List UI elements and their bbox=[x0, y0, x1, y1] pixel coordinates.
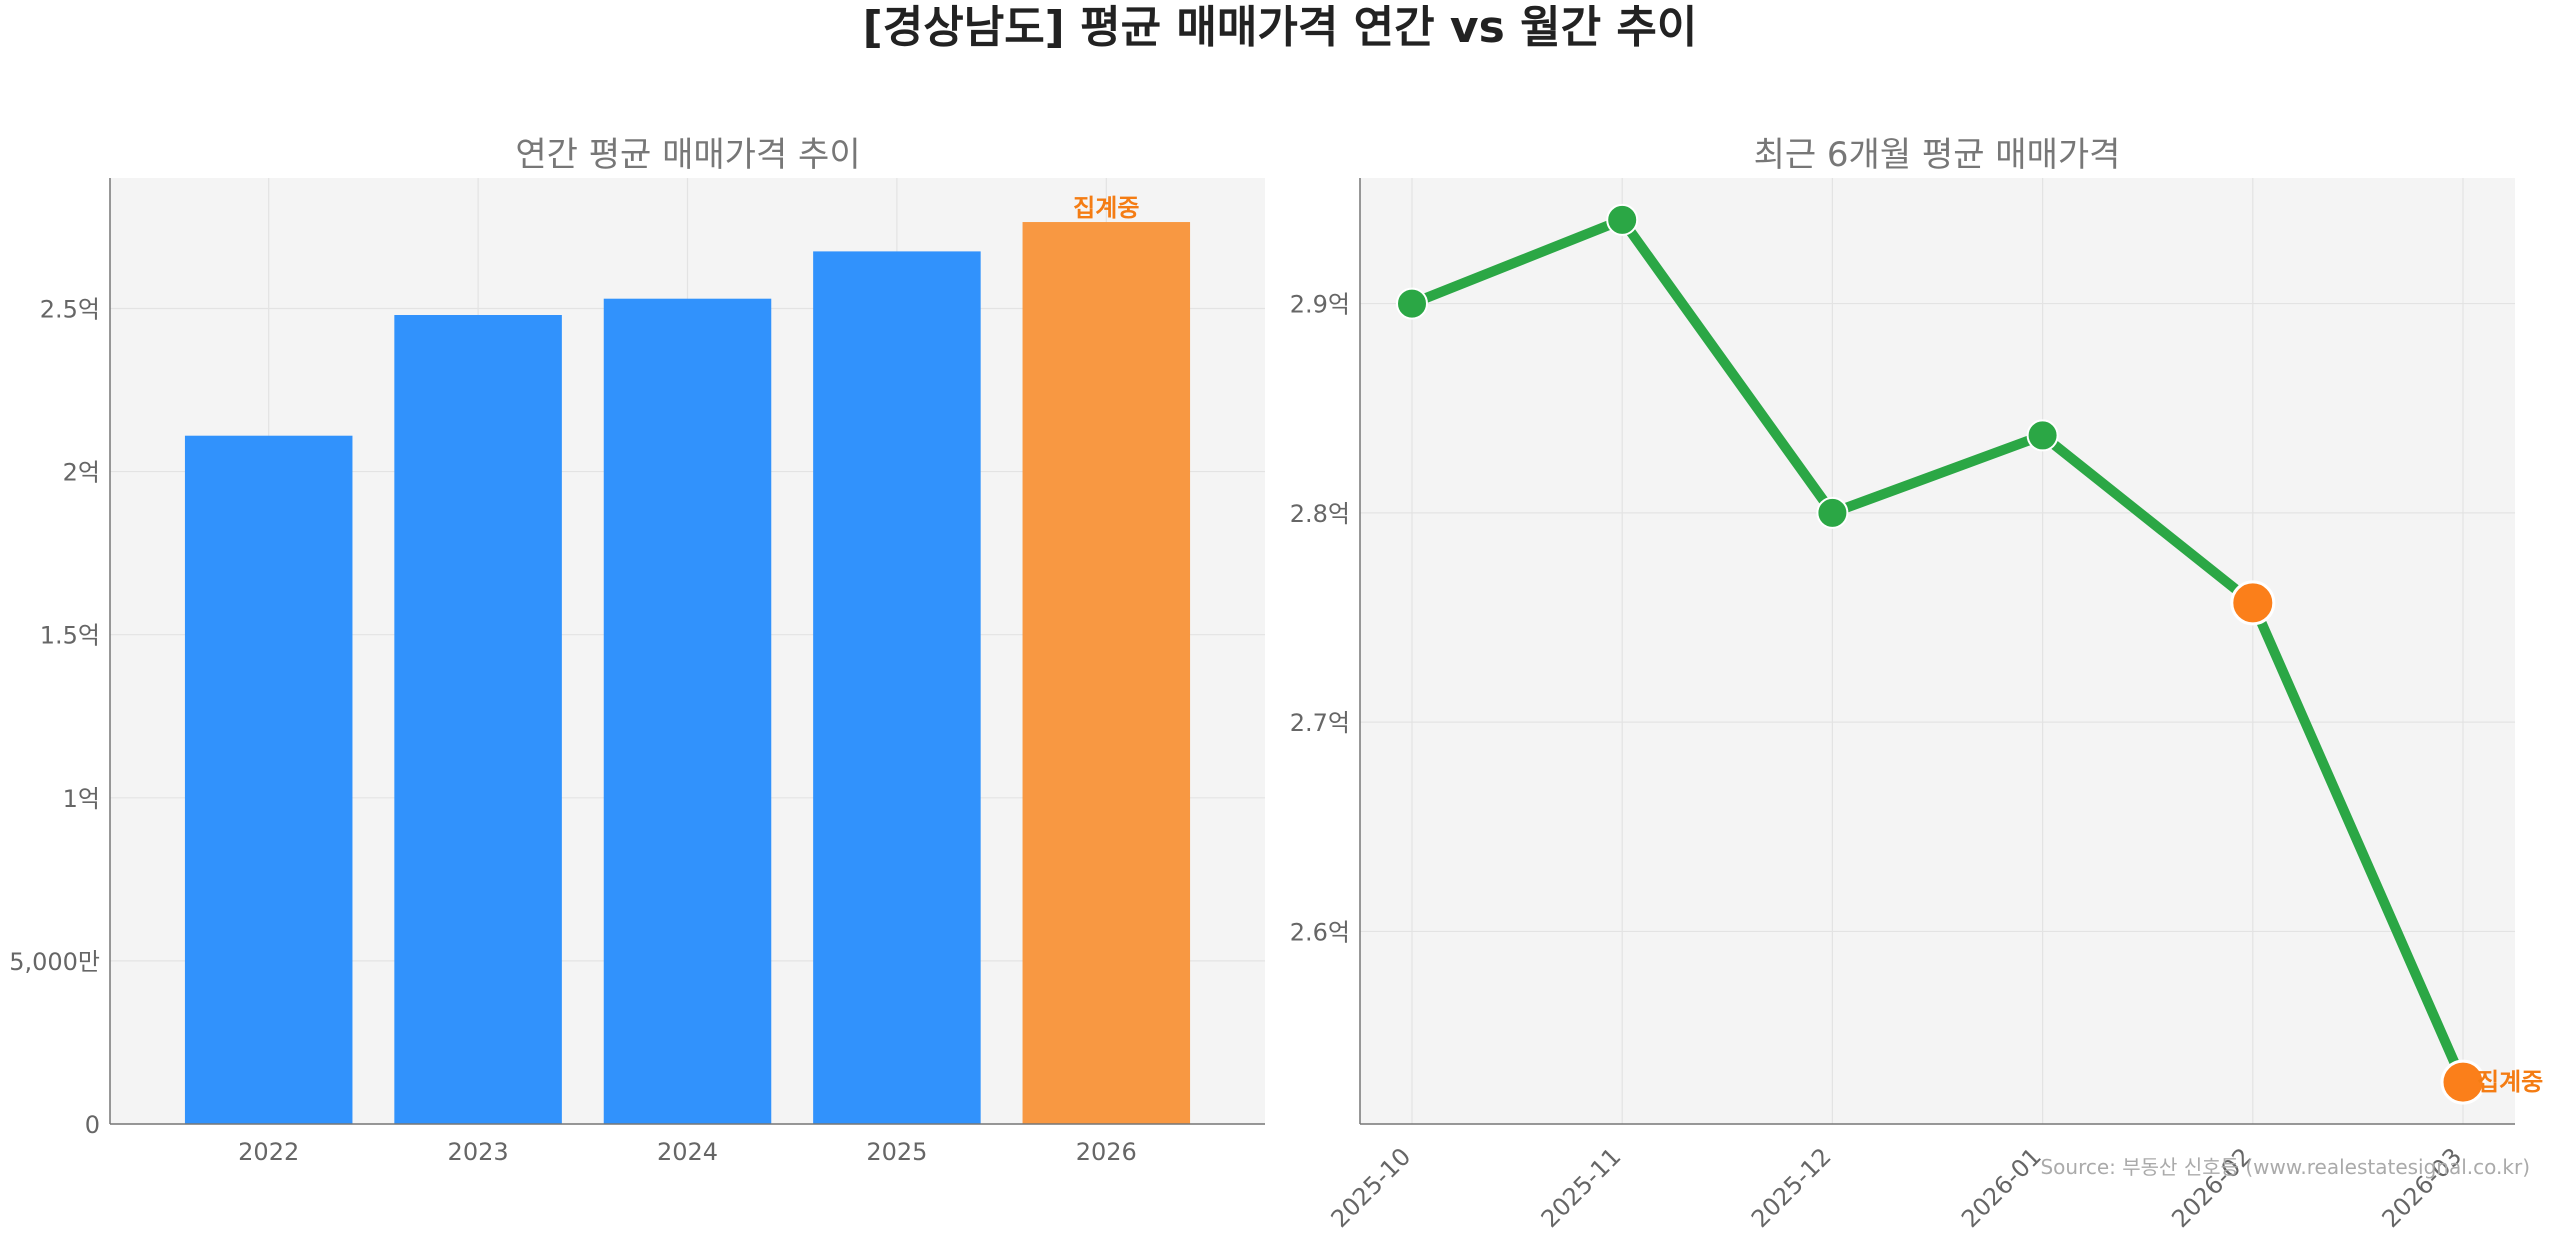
annual-x-tick-label: 2023 bbox=[448, 1138, 509, 1166]
monthly-x-tick-label: 2026-01 bbox=[1956, 1142, 2047, 1233]
monthly-y-tick-label: 2.6억 bbox=[1290, 918, 1350, 946]
monthly-series-line bbox=[1407, 214, 2468, 1088]
annual-y-tick-label: 2억 bbox=[63, 459, 100, 487]
annual-bar-2022 bbox=[184, 435, 353, 1124]
monthly-plot-area bbox=[1360, 178, 2515, 1124]
annual-x-ticks: 2022 2023 2024 2025 2026 bbox=[238, 1138, 1137, 1166]
monthly-point-2026-03 bbox=[2440, 1059, 2486, 1105]
monthly-point-2025-11 bbox=[1606, 203, 1639, 236]
annual-bar-chart: 0 5,000만 1억 1.5억 2억 2.5억 2022 2023 2024 2025 2026… bbox=[9, 135, 1265, 1166]
monthly-line-chart: 2.6억 2.7억 2.8억 2.9억 2025-10 2025-11 2025-12 20… bbox=[1290, 135, 2544, 1233]
monthly-y-ticks: 2.6억 2.7억 2.8억 2.9억 bbox=[1290, 291, 1350, 947]
annual-bar-2024 bbox=[603, 298, 772, 1125]
monthly-chart-title: 최근 6개월 평균 매매가격 bbox=[1754, 135, 2121, 175]
monthly-y-tick-label: 2.9억 bbox=[1290, 291, 1350, 319]
figure-title: [경상남도] 평균 매매가격 연간 vs 월간 추이 bbox=[863, 2, 1698, 53]
monthly-point-2025-12 bbox=[1816, 496, 1849, 529]
monthly-point-2026-02 bbox=[2230, 580, 2276, 626]
annual-bars bbox=[184, 222, 1191, 1125]
monthly-y-tick-label: 2.8억 bbox=[1290, 500, 1350, 528]
annual-x-tick-label: 2025 bbox=[866, 1138, 927, 1166]
annual-y-tick-label: 1억 bbox=[63, 785, 100, 813]
monthly-partial-annotation: 집계중 bbox=[2477, 1068, 2543, 1096]
annual-y-tick-label: 5,000만 bbox=[9, 948, 100, 976]
monthly-point-2025-10 bbox=[1396, 287, 1428, 320]
annual-bar-2023 bbox=[394, 315, 562, 1124]
monthly-x-tick-label: 2025-12 bbox=[1746, 1142, 1837, 1233]
annual-y-tick-label: 0 bbox=[85, 1111, 100, 1139]
monthly-point-2026-01 bbox=[2026, 419, 2059, 452]
annual-x-tick-label: 2026 bbox=[1076, 1138, 1137, 1166]
annual-x-tick-label: 2024 bbox=[657, 1138, 718, 1166]
annual-bar-2025 bbox=[813, 251, 981, 1124]
annual-bar-2026 bbox=[1022, 222, 1191, 1124]
annual-y-tick-label: 2.5억 bbox=[40, 295, 100, 323]
annual-partial-annotation: 집계중 bbox=[1073, 194, 1139, 222]
monthly-x-tick-label: 2025-11 bbox=[1536, 1142, 1627, 1233]
source-credit: Source: 부동산 신호등 (www.realestatesignal.co… bbox=[2040, 1155, 2530, 1179]
monthly-y-tick-label: 2.7억 bbox=[1290, 709, 1350, 737]
annual-chart-title: 연간 평균 매매가격 추이 bbox=[515, 135, 860, 175]
monthly-x-tick-label: 2025-10 bbox=[1326, 1142, 1417, 1233]
monthly-gridlines bbox=[1360, 178, 2515, 1124]
annual-x-tick-label: 2022 bbox=[238, 1138, 299, 1166]
annual-y-ticks: 0 5,000만 1억 1.5억 2억 2.5억 bbox=[9, 295, 100, 1139]
annual-y-tick-label: 1.5억 bbox=[40, 622, 100, 650]
monthly-points bbox=[1396, 203, 2486, 1105]
